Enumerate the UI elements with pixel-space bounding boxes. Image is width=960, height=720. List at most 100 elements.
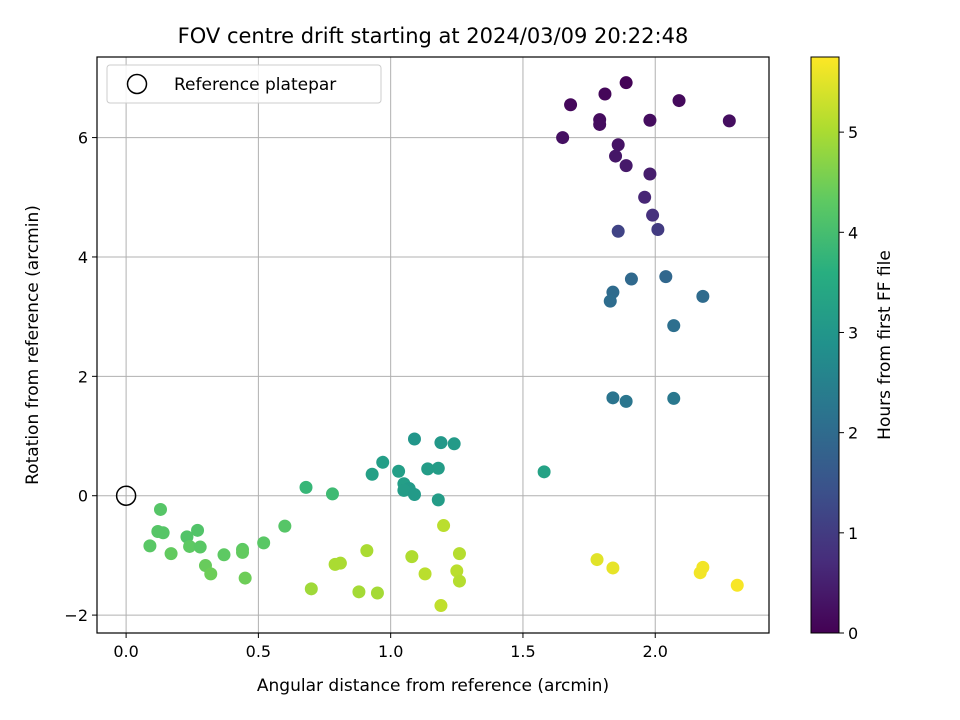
- y-ticks: −2 0 2 4 6: [64, 129, 97, 625]
- data-point: [651, 223, 665, 237]
- data-point: [434, 436, 448, 450]
- data-point: [590, 553, 604, 567]
- data-point: [407, 432, 421, 446]
- data-points: [143, 76, 744, 613]
- colorbar-tick-label: 0: [848, 624, 858, 643]
- data-point: [672, 94, 686, 108]
- data-point: [238, 571, 252, 585]
- data-point: [643, 167, 657, 181]
- x-axis-label: Angular distance from reference (arcmin): [257, 676, 609, 696]
- data-point: [452, 574, 466, 588]
- data-point: [397, 483, 411, 497]
- data-point: [421, 462, 435, 476]
- data-point: [365, 467, 379, 481]
- y-tick-label: 4: [78, 248, 88, 267]
- data-point: [164, 547, 178, 561]
- y-tick-label: 2: [78, 367, 88, 386]
- data-point: [437, 519, 451, 533]
- data-point: [603, 294, 617, 308]
- colorbar-tick-label: 1: [848, 524, 858, 543]
- x-tick-label: 2.0: [643, 642, 668, 661]
- data-point: [257, 536, 271, 550]
- legend-marker-reference: [126, 73, 148, 95]
- data-point: [611, 224, 625, 238]
- data-point: [643, 113, 657, 127]
- data-point: [452, 547, 466, 561]
- data-point: [392, 464, 406, 478]
- x-ticks: 0.0 0.5 1.0 1.5 2.0: [113, 633, 668, 661]
- data-point: [696, 289, 710, 303]
- reference-layer: [115, 485, 137, 506]
- data-point: [325, 487, 339, 501]
- colorbar-tick-label: 3: [848, 323, 858, 342]
- data-point: [431, 493, 445, 507]
- data-point: [619, 394, 633, 408]
- data-point: [619, 76, 633, 90]
- y-tick-label: 0: [78, 487, 88, 506]
- data-point: [434, 599, 448, 613]
- x-tick-label: 0.0: [113, 642, 138, 661]
- x-tick-label: 1.5: [510, 642, 535, 661]
- data-point: [407, 488, 421, 502]
- data-point: [405, 550, 419, 564]
- colorbar-label: Hours from first FF file: [875, 250, 895, 440]
- data-point: [667, 319, 681, 333]
- data-point: [730, 578, 744, 592]
- data-point: [619, 159, 633, 173]
- data-point: [156, 526, 170, 540]
- data-point: [191, 523, 205, 537]
- colorbar-ticks: 0 1 2 3 4 5: [839, 123, 858, 643]
- data-point: [450, 564, 464, 578]
- y-axis-label: Rotation from reference (arcmin): [23, 205, 43, 485]
- reference-marker: [115, 485, 137, 506]
- data-point: [722, 114, 736, 128]
- data-point: [606, 391, 620, 405]
- data-point: [606, 561, 620, 575]
- data-point: [204, 567, 218, 581]
- legend: Reference platepar: [106, 64, 382, 104]
- grid: [97, 57, 769, 633]
- data-point: [659, 270, 673, 284]
- data-point: [328, 557, 342, 571]
- x-tick-label: 0.5: [246, 642, 271, 661]
- data-point: [278, 519, 292, 533]
- data-point: [299, 480, 313, 494]
- data-point: [376, 455, 390, 469]
- data-point: [667, 391, 681, 405]
- data-point: [593, 117, 607, 131]
- y-tick-label: 6: [78, 129, 88, 148]
- data-point: [360, 544, 374, 558]
- data-point: [537, 465, 551, 479]
- data-point: [638, 190, 652, 204]
- plot-frame: [96, 56, 770, 634]
- data-point: [556, 131, 570, 145]
- data-point: [447, 437, 461, 451]
- data-point: [352, 585, 366, 599]
- y-tick-label: −2: [64, 606, 88, 625]
- data-point: [304, 582, 318, 596]
- x-tick-label: 1.0: [378, 642, 403, 661]
- data-point: [624, 272, 638, 286]
- data-point: [646, 208, 660, 222]
- legend-label-reference: Reference platepar: [174, 75, 336, 95]
- colorbar-tick-label: 2: [848, 424, 858, 443]
- colorbar-tick-label: 4: [848, 223, 858, 242]
- colorbar-tick-label: 5: [848, 123, 858, 142]
- data-point: [153, 502, 167, 516]
- data-point: [143, 539, 157, 553]
- data-point: [193, 540, 207, 554]
- data-point: [611, 138, 625, 152]
- legend-box: [106, 64, 382, 104]
- data-point: [370, 586, 384, 600]
- data-point: [564, 98, 578, 112]
- data-point: [217, 548, 231, 562]
- chart-title: FOV centre drift starting at 2024/03/09 …: [178, 24, 689, 48]
- data-point: [693, 566, 707, 580]
- data-point: [236, 545, 250, 559]
- data-point: [609, 149, 623, 163]
- data-point: [418, 567, 432, 581]
- data-point: [183, 539, 197, 553]
- data-point: [598, 87, 612, 101]
- colorbar: [810, 56, 840, 634]
